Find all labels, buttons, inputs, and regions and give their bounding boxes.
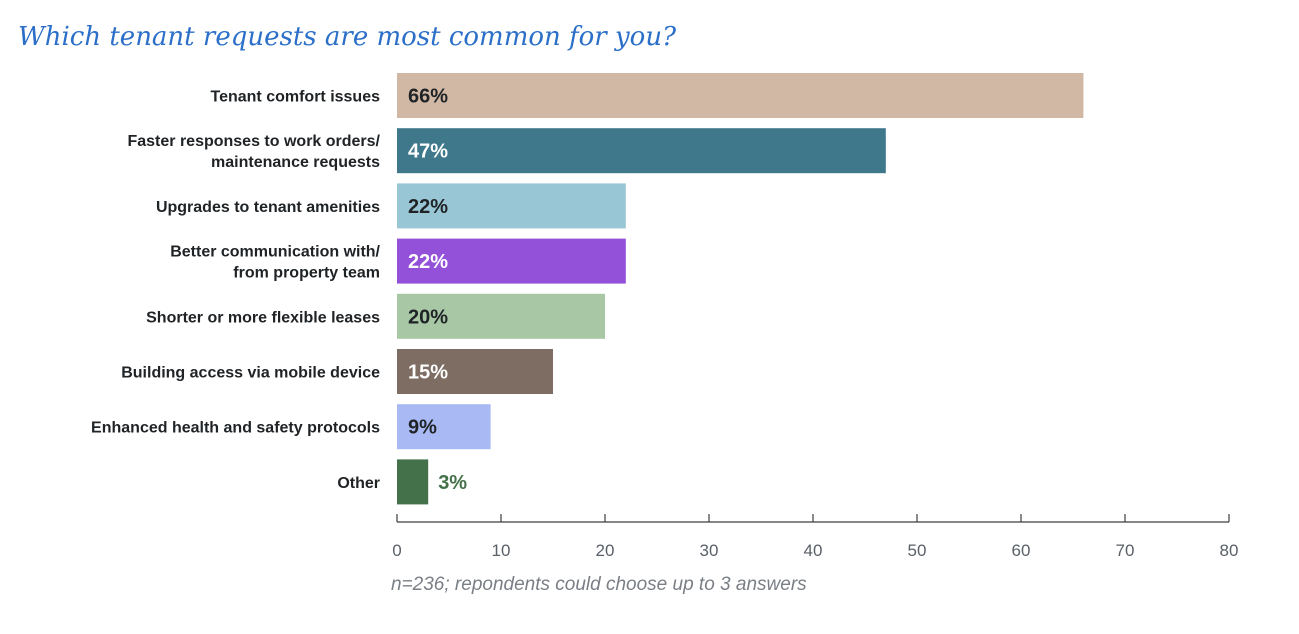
value-label-3: 22% bbox=[408, 251, 448, 273]
value-label-5: 15% bbox=[408, 362, 448, 384]
x-axis: 0 10 20 30 40 50 60 70 80 bbox=[392, 514, 1238, 560]
bar-5 bbox=[397, 349, 553, 394]
category-label-6: Enhanced health and safety protocols bbox=[91, 420, 380, 437]
chart-title: Which tenant requests are most common fo… bbox=[18, 22, 677, 52]
value-label-7: 3% bbox=[438, 472, 467, 494]
bar-1 bbox=[397, 128, 886, 174]
category-label-5: Building access via mobile device bbox=[121, 365, 380, 382]
bar-4 bbox=[397, 293, 605, 339]
x-tick-label-7: 70 bbox=[1116, 541, 1135, 560]
bar-2 bbox=[397, 183, 626, 229]
bars-layer: 66% 47% 22% 22% 20% 15% 9% 3% bbox=[397, 73, 1084, 505]
x-tick-label-8: 80 bbox=[1220, 541, 1239, 560]
x-tick-label-2: 20 bbox=[596, 541, 615, 560]
x-tick-label-1: 10 bbox=[492, 541, 511, 560]
value-label-2: 22% bbox=[408, 196, 448, 218]
x-tick-label-5: 50 bbox=[908, 541, 927, 560]
value-label-0: 66% bbox=[408, 86, 448, 108]
category-label-1: Faster responses to work orders/maintena… bbox=[127, 133, 380, 171]
x-tick-label-4: 40 bbox=[804, 541, 823, 560]
value-label-4: 20% bbox=[408, 306, 448, 328]
category-label-7: Other bbox=[337, 475, 380, 492]
category-label-2: Upgrades to tenant amenities bbox=[156, 199, 380, 216]
bar-6 bbox=[397, 404, 491, 450]
category-labels-layer: Tenant comfort issues Faster responses to… bbox=[91, 89, 381, 492]
bar-0 bbox=[397, 73, 1084, 118]
category-label-4: Shorter or more flexible leases bbox=[146, 309, 380, 326]
value-label-1: 47% bbox=[408, 141, 448, 163]
chart-footnote: n=236; repondents could choose up to 3 a… bbox=[391, 574, 807, 595]
value-label-6: 9% bbox=[408, 417, 437, 439]
bar-3 bbox=[397, 238, 626, 284]
x-tick-label-0: 0 bbox=[392, 541, 401, 560]
bar-7 bbox=[397, 459, 429, 505]
category-label-3: Better communication with/from property … bbox=[170, 244, 380, 282]
x-tick-label-3: 30 bbox=[700, 541, 719, 560]
category-label-0: Tenant comfort issues bbox=[210, 89, 380, 106]
x-tick-label-6: 60 bbox=[1012, 541, 1031, 560]
